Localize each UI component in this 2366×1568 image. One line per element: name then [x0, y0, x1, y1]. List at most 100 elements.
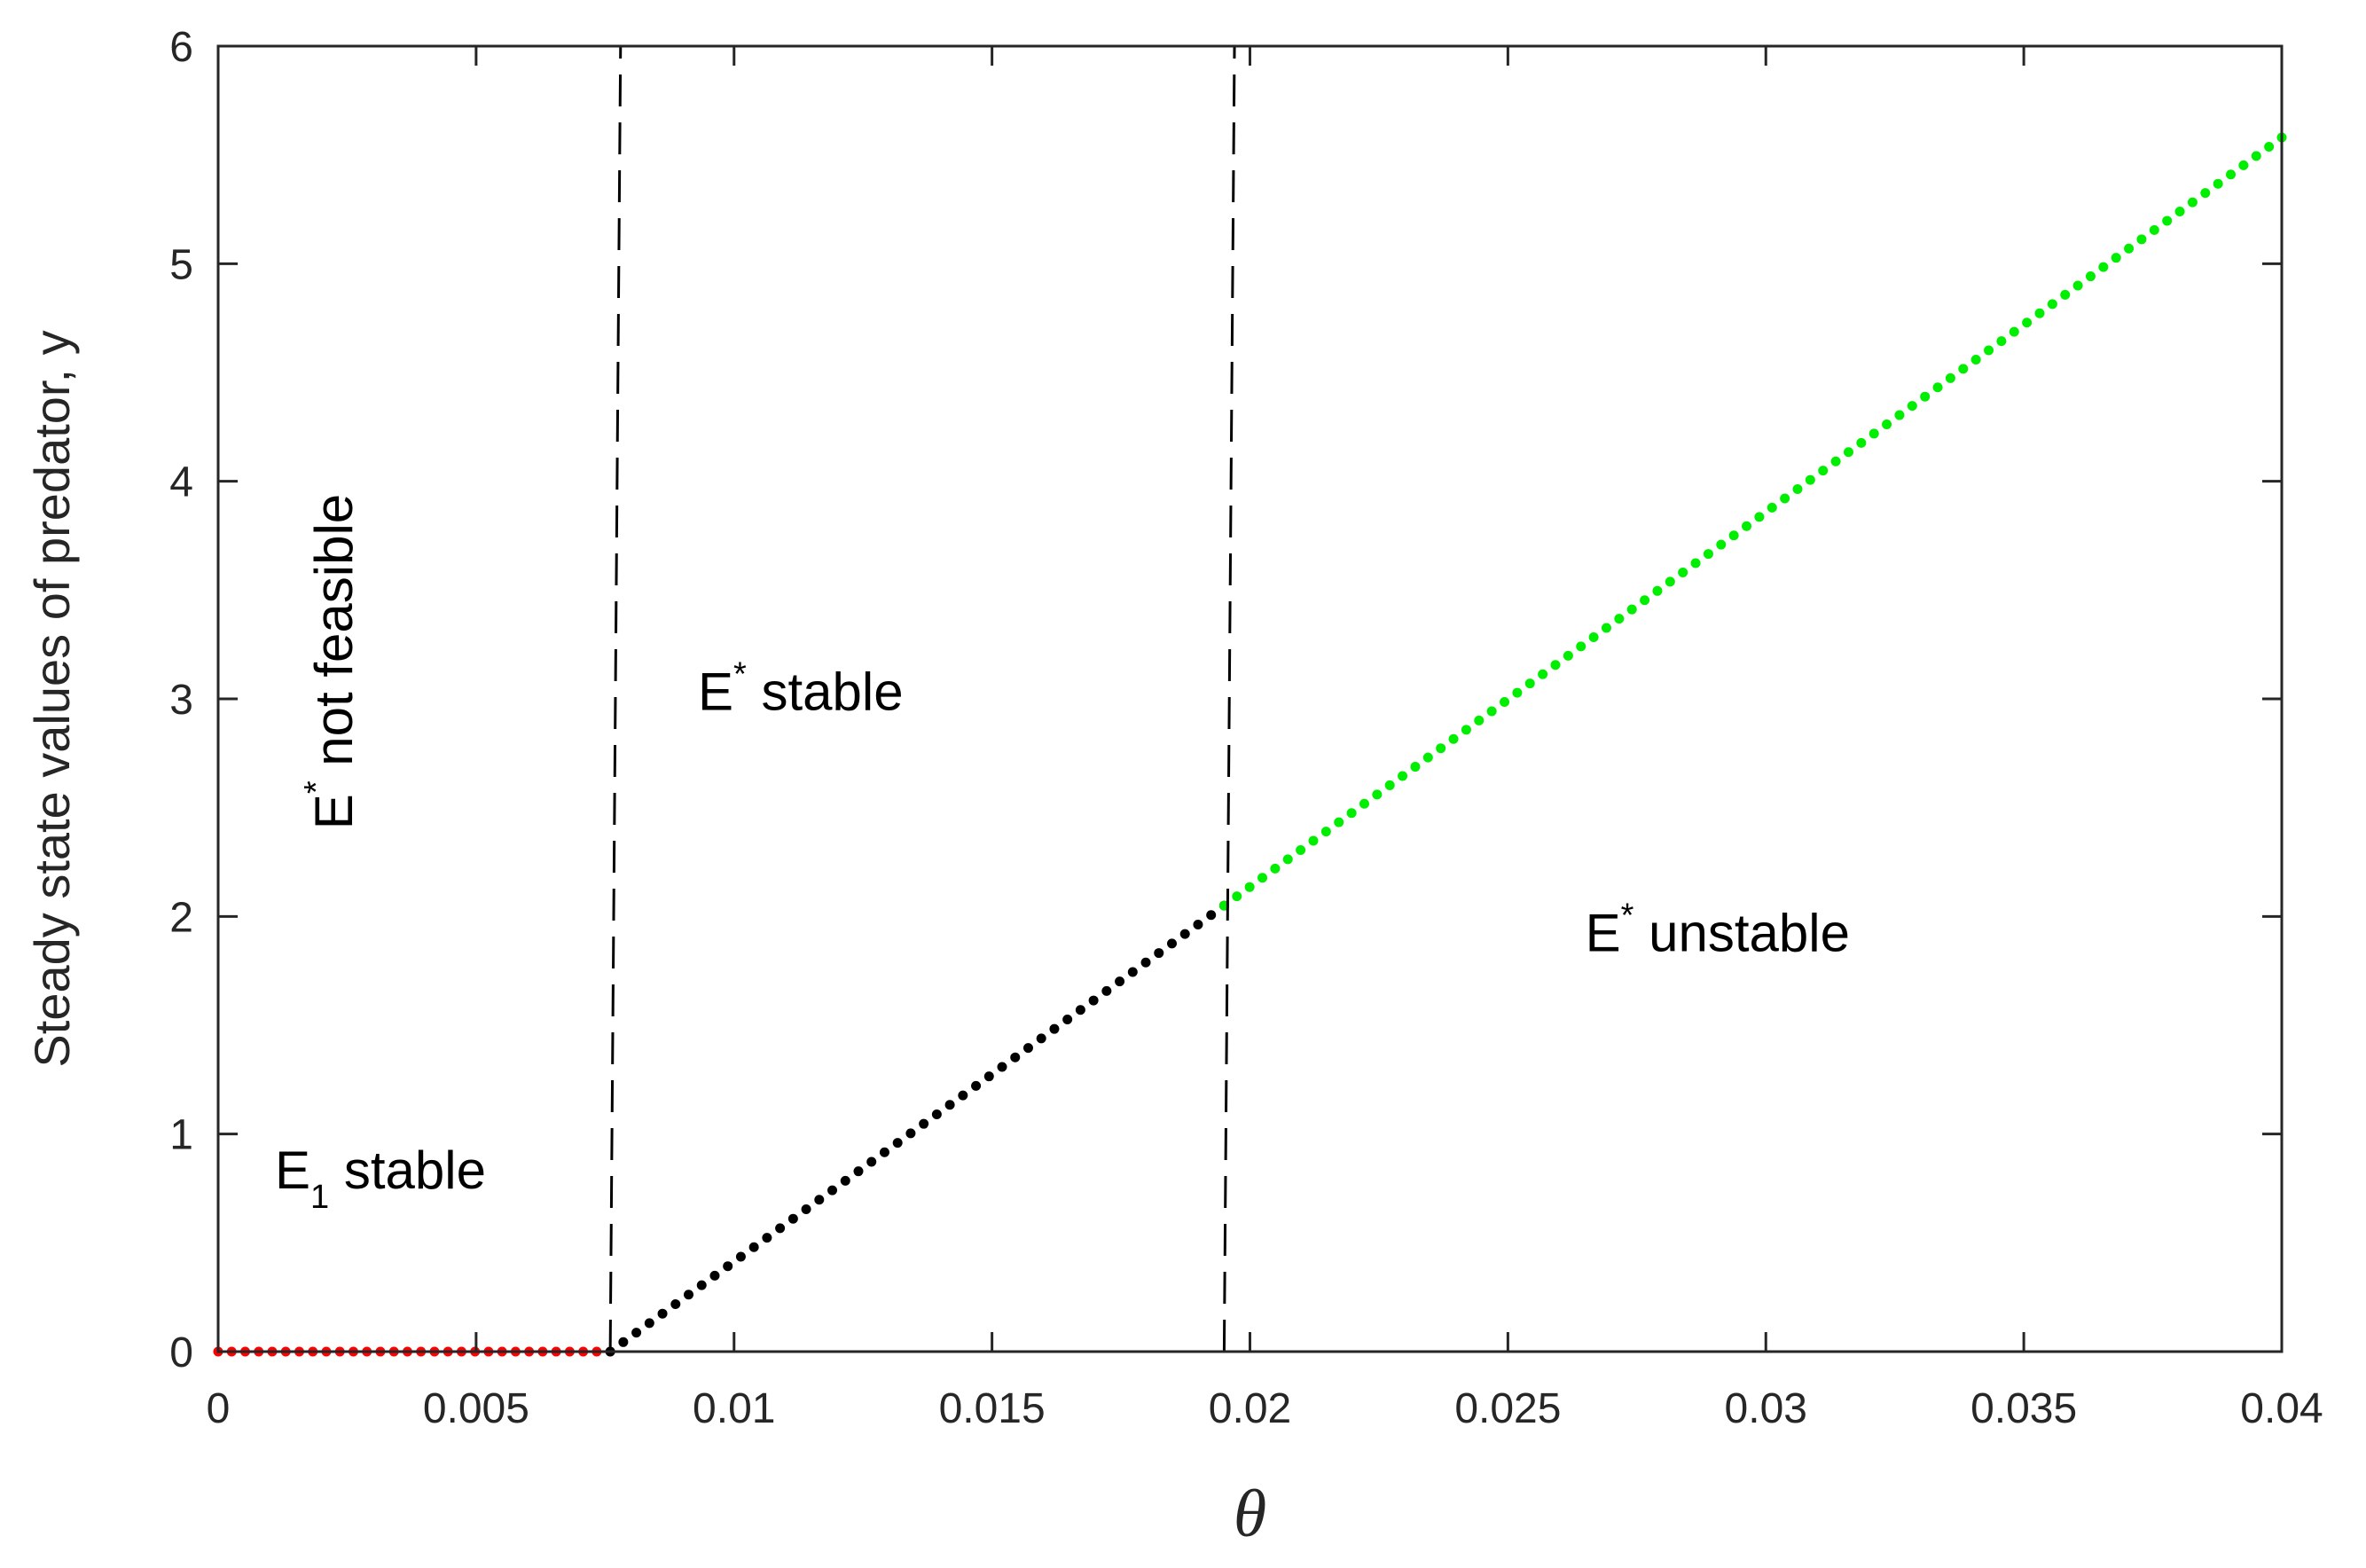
- annotation-estar-not-feasible: E* not feasible: [298, 494, 364, 829]
- data-point: [840, 1175, 850, 1186]
- y-tick-label: 3: [169, 677, 193, 724]
- data-point: [2213, 178, 2223, 189]
- tick-layer: 0 0.005 0.01 0.015 0.02 0.025 0.03 0.035 0.04 0 1 2…: [169, 24, 2323, 1432]
- data-point: [1461, 725, 1471, 735]
- series-Estar_unstable: [1218, 132, 2287, 911]
- data-point: [1856, 437, 1867, 448]
- data-point: [1703, 549, 1713, 560]
- data-point: [1512, 687, 1523, 698]
- data-point: [1690, 558, 1701, 568]
- data-point: [1036, 1033, 1046, 1044]
- x-axis-label: θ: [1234, 1477, 1266, 1551]
- data-point: [2174, 207, 2185, 217]
- x-tick-label: 0.01: [693, 1385, 775, 1432]
- data-point: [1984, 345, 1994, 356]
- data-point: [1742, 521, 1752, 531]
- y-tick-label: 5: [169, 241, 193, 288]
- data-point: [1448, 733, 1459, 744]
- y-tick-label: 6: [169, 24, 193, 71]
- data-point: [1166, 938, 1177, 949]
- data-point: [1588, 631, 1599, 642]
- data-point: [657, 1308, 668, 1319]
- data-point: [827, 1185, 838, 1196]
- annotation-e1-stable: E1 stable: [275, 1141, 486, 1216]
- data-point: [1270, 863, 1281, 874]
- data-point: [1538, 669, 1548, 679]
- data-point: [1728, 530, 1739, 541]
- x-tick-label: 0.035: [1970, 1385, 2077, 1432]
- data-point: [1665, 576, 1675, 587]
- data-point: [1308, 835, 1319, 846]
- series-Estar_stable: [605, 900, 1229, 1357]
- data-point: [1500, 697, 1510, 708]
- data-point: [1970, 354, 1981, 365]
- data-point: [2085, 271, 2096, 282]
- data-point: [1179, 929, 1190, 939]
- y-tick-label: 0: [169, 1329, 193, 1376]
- data-point: [2264, 141, 2275, 152]
- data-point: [1894, 410, 1905, 420]
- data-point: [1678, 567, 1688, 577]
- data-point: [1652, 585, 1663, 596]
- data-point: [1154, 948, 1164, 959]
- data-point: [1945, 372, 1955, 383]
- data-point: [983, 1071, 994, 1082]
- data-point: [1907, 401, 1917, 412]
- data-point: [814, 1195, 825, 1205]
- data-point: [1244, 882, 1255, 892]
- data-point: [1486, 706, 1497, 717]
- data-point: [1818, 466, 1829, 476]
- data-point: [1062, 1014, 1073, 1024]
- y-axis-label: Steady state values of predator, y: [24, 330, 80, 1067]
- data-point: [1193, 919, 1203, 929]
- data-point: [1830, 456, 1841, 466]
- data-point: [1101, 985, 1112, 996]
- data-point: [1780, 493, 1790, 504]
- data-point: [748, 1242, 759, 1252]
- data-point: [1563, 650, 1573, 661]
- series-layer: [213, 132, 2287, 1357]
- data-point: [1296, 844, 1306, 855]
- x-tick-label: 0.02: [1209, 1385, 1291, 1432]
- data-point: [1422, 752, 1433, 763]
- data-point: [787, 1213, 798, 1224]
- data-point: [2111, 253, 2121, 263]
- data-point: [1398, 771, 1408, 781]
- data-point: [1474, 715, 1485, 725]
- data-point: [1920, 391, 1931, 402]
- data-point: [670, 1298, 681, 1309]
- data-point: [1257, 873, 1268, 883]
- y-tick-label: 1: [169, 1112, 193, 1159]
- data-point: [1436, 743, 1446, 754]
- y-tick-label: 4: [169, 459, 193, 506]
- x-tick-label: 0.005: [423, 1385, 529, 1432]
- vline-layer: [608, 45, 1236, 1352]
- data-point: [1882, 419, 1892, 429]
- data-point: [1282, 854, 1293, 865]
- data-point: [1767, 502, 1777, 513]
- data-point: [1792, 484, 1803, 495]
- data-point: [1384, 780, 1395, 790]
- data-point: [971, 1080, 982, 1091]
- data-point: [735, 1251, 746, 1262]
- data-point: [2251, 151, 2261, 161]
- data-point: [2022, 318, 2033, 328]
- data-point: [1601, 623, 1611, 633]
- data-point: [931, 1109, 942, 1119]
- data-point: [1932, 382, 1943, 393]
- data-point: [919, 1118, 929, 1129]
- data-point: [997, 1062, 1007, 1072]
- data-point: [2162, 216, 2173, 226]
- data-point: [1232, 891, 1242, 902]
- boundary-line: [1222, 45, 1236, 1352]
- data-point: [1869, 428, 1879, 439]
- data-point: [696, 1280, 707, 1290]
- data-point: [1640, 595, 1650, 606]
- annotation-estar-stable: E* stable: [698, 655, 904, 721]
- data-point: [944, 1100, 955, 1110]
- data-point: [775, 1223, 786, 1234]
- data-point: [2136, 234, 2147, 245]
- data-point: [1115, 976, 1125, 987]
- data-point: [1576, 641, 1586, 652]
